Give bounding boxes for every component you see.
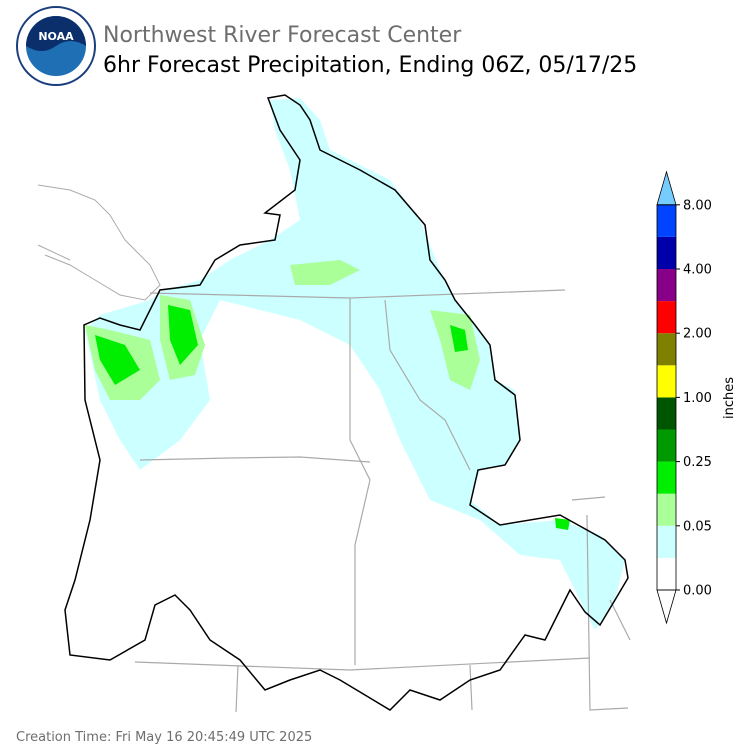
subtitle: 6hr Forecast Precipitation, Ending 06Z, …: [103, 53, 637, 78]
colorbar: 0.00 0.05 0.25 1.00 2.00 4.00 8.00: [656, 170, 712, 625]
colorbar-tick-label: 1.00: [683, 391, 712, 406]
colorbar-bin: [657, 493, 676, 526]
colorbar-tick-label: 0.25: [683, 455, 712, 470]
colorbar-bin: [657, 204, 676, 237]
colorbar-bin: [657, 236, 676, 269]
colorbar-tick-label: 0.05: [683, 519, 712, 534]
colorbar-bin: [657, 333, 676, 366]
colorbar-bin: [657, 525, 676, 558]
colorbar-over: [656, 170, 677, 206]
colorbar-tick-label: 2.00: [683, 327, 712, 342]
noaa-logo: NOAA: [16, 6, 96, 86]
colorbar-tick-label: 8.00: [683, 198, 712, 213]
creation-time: Creation Time: Fri May 16 20:45:49 UTC 2…: [16, 730, 312, 745]
colorbar-bin: [657, 269, 676, 302]
colorbar-tick-label: 4.00: [683, 263, 712, 278]
colorbar-tick-label: 0.00: [683, 584, 712, 599]
colorbar-bin: [657, 461, 676, 494]
colorbar-bin: [657, 557, 676, 590]
title: Northwest River Forecast Center: [103, 23, 462, 48]
map: [37, 94, 631, 713]
logo-text: NOAA: [38, 30, 74, 43]
colorbar-bin: [657, 365, 676, 398]
legend-label: inches: [722, 377, 737, 419]
colorbar-bin: [657, 429, 676, 462]
colorbar-bin: [657, 301, 676, 334]
colorbar-under: [656, 589, 677, 625]
colorbar-bin: [657, 397, 676, 430]
